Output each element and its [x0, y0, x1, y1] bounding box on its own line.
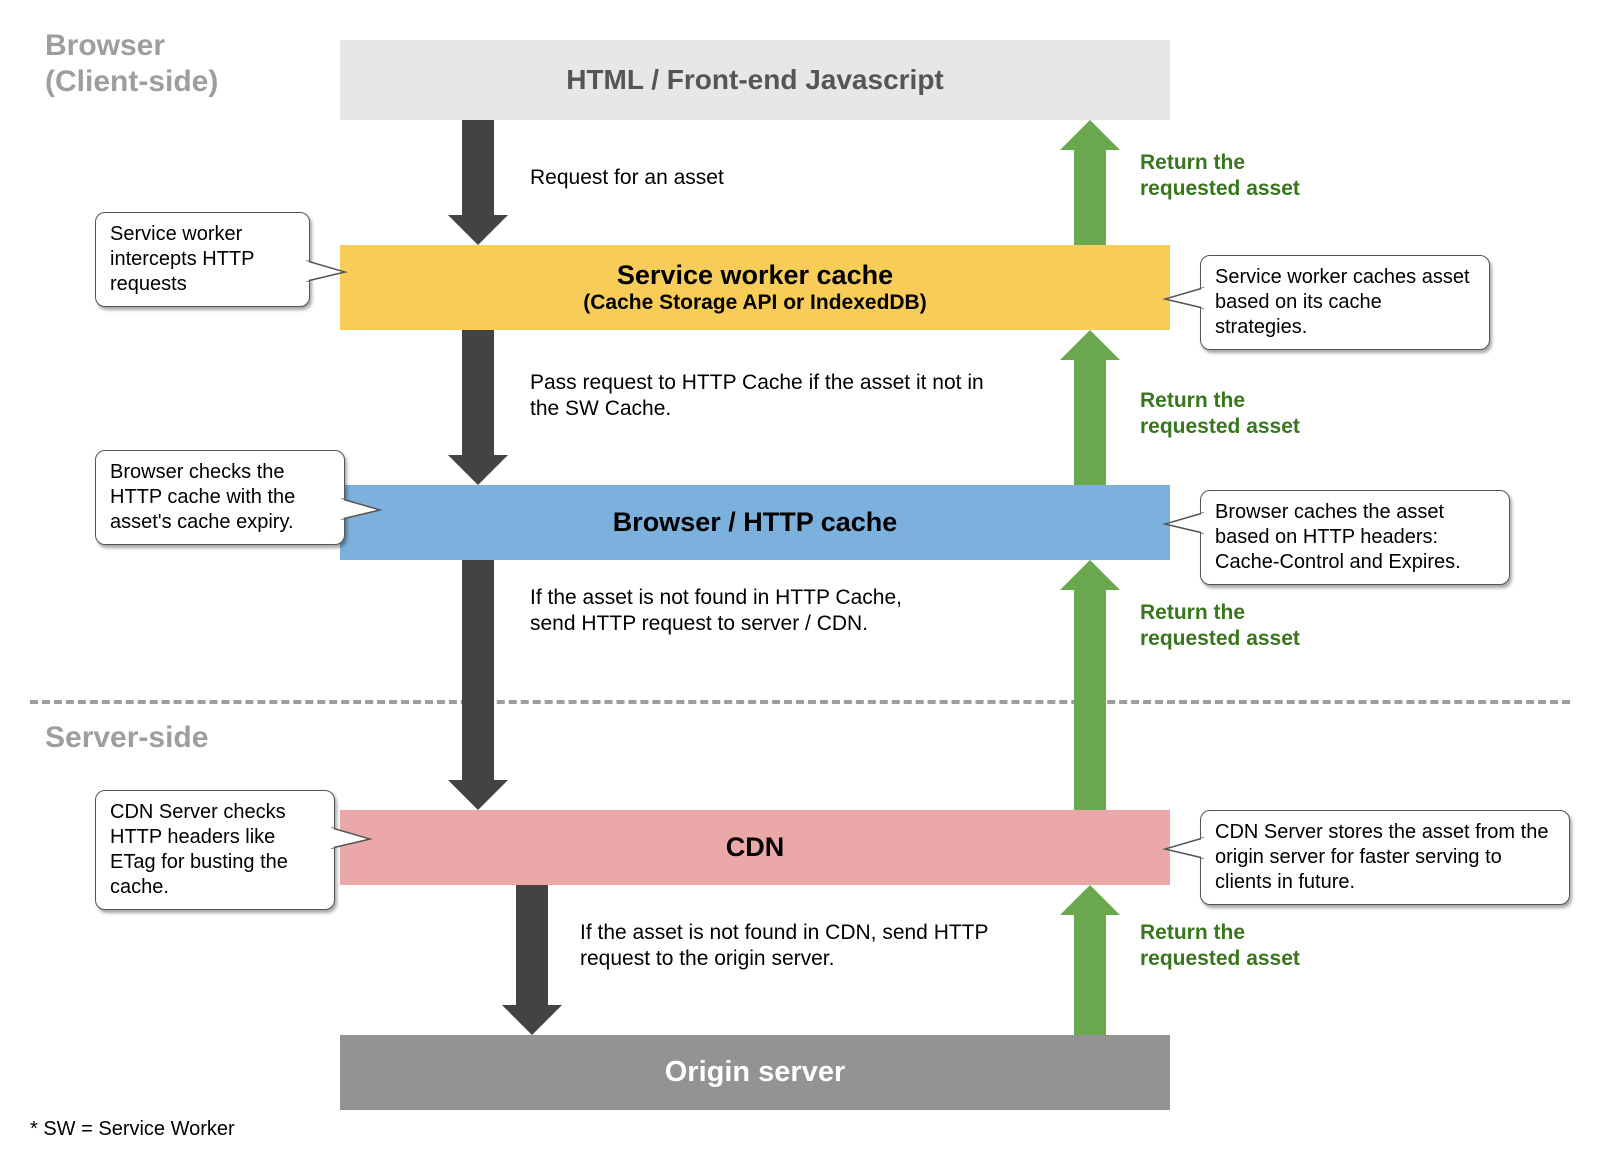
callout-tail-6 [1163, 835, 1203, 865]
layer-html-title: HTML / Front-end Javascript [566, 64, 944, 96]
callout-tail-2 [342, 496, 382, 526]
up-arrow-3 [1060, 560, 1120, 810]
flow-text-1: Request for an asset [530, 165, 910, 191]
down-arrow-4 [502, 885, 562, 1035]
browser-label-line1: Browser [45, 29, 165, 62]
layer-sw-subtitle: (Cache Storage API or IndexedDB) [583, 291, 926, 315]
layer-sw-title: Service worker cache [617, 260, 893, 291]
footnote: * SW = Service Worker [30, 1118, 235, 1141]
return-text-3: Return therequested asset [1140, 600, 1300, 653]
layer-html: HTML / Front-end Javascript [340, 40, 1170, 120]
down-arrow-2 [448, 330, 508, 485]
callout-sw-intercept: Service worker intercepts HTTP requests [95, 212, 310, 307]
section-label-browser: Browser (Client-side) [45, 28, 218, 100]
section-divider [30, 700, 1570, 704]
section-label-server: Server-side [45, 720, 208, 756]
return-text-4: Return therequested asset [1140, 920, 1300, 973]
callout-sw-caches: Service worker caches asset based on its… [1200, 255, 1490, 350]
up-arrow-1 [1060, 120, 1120, 245]
up-arrow-2 [1060, 330, 1120, 485]
callout-http-check: Browser checks the HTTP cache with the a… [95, 450, 345, 545]
callout-tail-5 [1163, 510, 1203, 540]
layer-cdn-title: CDN [726, 832, 785, 863]
callout-http-caches: Browser caches the asset based on HTTP h… [1200, 490, 1510, 585]
callout-cdn-stores: CDN Server stores the asset from the ori… [1200, 810, 1570, 905]
layer-origin-title: Origin server [665, 1056, 846, 1089]
callout-tail-3 [332, 825, 372, 855]
browser-label-line2: (Client-side) [45, 65, 218, 98]
server-label-text: Server-side [45, 721, 208, 754]
callout-tail-1 [307, 258, 347, 288]
down-arrow-3 [448, 560, 508, 810]
layer-cdn: CDN [340, 810, 1170, 885]
layer-origin: Origin server [340, 1035, 1170, 1110]
flow-text-2: Pass request to HTTP Cache if the asset … [530, 370, 990, 423]
layer-sw-cache: Service worker cache (Cache Storage API … [340, 245, 1170, 330]
return-text-2: Return therequested asset [1140, 388, 1300, 441]
flow-text-4: If the asset is not found in CDN, send H… [580, 920, 1020, 973]
up-arrow-4 [1060, 885, 1120, 1035]
return-text-1: Return therequested asset [1140, 150, 1300, 203]
layer-http-cache: Browser / HTTP cache [340, 485, 1170, 560]
callout-cdn-check: CDN Server checks HTTP headers like ETag… [95, 790, 335, 910]
layer-http-title: Browser / HTTP cache [613, 507, 898, 538]
callout-tail-4 [1163, 285, 1203, 315]
flow-text-3: If the asset is not found in HTTP Cache,… [530, 585, 930, 638]
down-arrow-1 [448, 120, 508, 245]
